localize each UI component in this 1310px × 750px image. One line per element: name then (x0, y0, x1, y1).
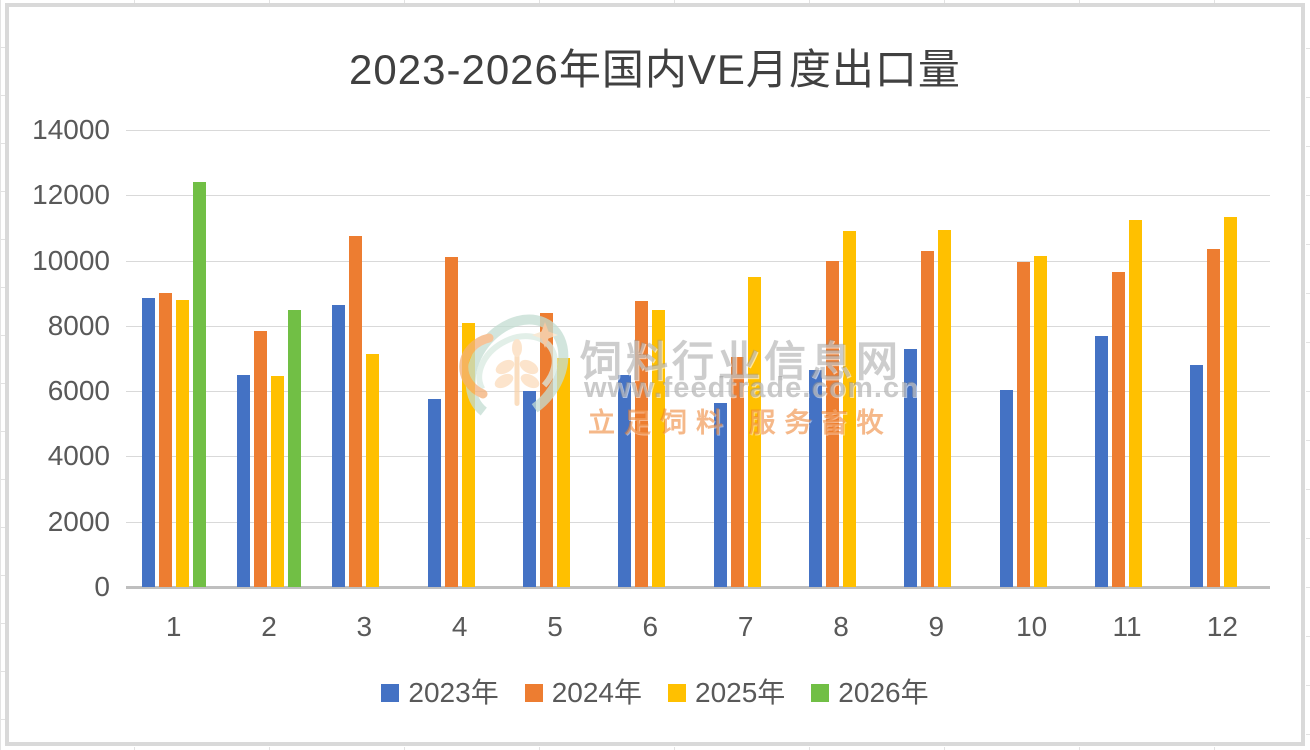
y-tick-label-14000: 14000 (32, 114, 110, 145)
x-tick-label-9: 9 (928, 611, 945, 642)
bar-2025-month-11 (1129, 220, 1142, 587)
bar-2025-month-2 (271, 376, 284, 587)
bar-2024-month-9 (921, 251, 934, 587)
bar-2023-month-3 (332, 305, 345, 587)
bar-2023-month-4 (428, 399, 441, 587)
y-tick-label-12000: 12000 (32, 179, 110, 211)
bar-2023-month-8 (809, 370, 822, 587)
legend-item-2023: 2023年 (381, 677, 499, 708)
bar-2025-month-10 (1034, 256, 1047, 587)
x-tick-label-11: 11 (1112, 611, 1142, 642)
x-tick-label-8: 8 (833, 611, 849, 642)
bar-2023-month-7 (714, 403, 727, 587)
bar-2025-month-1 (176, 300, 189, 587)
x-tick-label-5: 5 (547, 611, 563, 642)
spreadsheet-gridlines-right (1306, 0, 1310, 750)
spreadsheet-gridlines-bottom (0, 747, 1310, 750)
x-tick-label-6: 6 (642, 611, 659, 642)
legend-label-2025: 2025年 (695, 677, 786, 708)
bar-2023-month-5 (523, 391, 536, 587)
bar-2025-month-6 (652, 310, 665, 587)
x-tick-label-12: 12 (1206, 611, 1238, 642)
y-tick-label-6000: 6000 (47, 375, 110, 407)
legend-item-2025: 2025年 (668, 678, 785, 708)
y-tick-label-4000: 4000 (47, 440, 110, 472)
bar-2023-month-1 (142, 298, 155, 587)
bar-2026-month-1 (193, 182, 206, 587)
x-tick-label-4: 4 (451, 611, 468, 642)
bar-2025-month-5 (557, 358, 570, 587)
y-tick-label-8000: 8000 (47, 309, 110, 341)
x-tick-label-7: 7 (737, 611, 754, 642)
legend-swatch-2024 (524, 684, 543, 702)
y-tick-label-2000: 2000 (47, 505, 110, 537)
gridline-2000 (126, 521, 1270, 523)
y-tick-label-10000: 10000 (32, 244, 110, 276)
x-tick-label-10: 10 (1016, 611, 1048, 642)
bar-2026-month-2 (288, 310, 301, 587)
legend-swatch-2025 (668, 684, 686, 702)
gridline-10000 (126, 260, 1270, 262)
bar-2025-month-12 (1224, 217, 1237, 587)
bar-2024-month-12 (1207, 249, 1220, 587)
legend-item-2024: 2024年 (524, 677, 642, 708)
gridline-6000 (126, 391, 1270, 393)
bar-2024-month-7 (731, 357, 744, 587)
chart-frame (5, 3, 1305, 746)
bar-2024-month-4 (445, 257, 458, 587)
legend-label-2026: 2026年 (838, 677, 929, 708)
bar-2024-month-11 (1112, 272, 1125, 587)
x-tick-label-2: 2 (261, 611, 277, 642)
bar-2025-month-9 (938, 230, 951, 587)
bar-2024-month-3 (349, 236, 362, 587)
bar-2023-month-12 (1190, 365, 1203, 587)
spreadsheet-gridlines-left (0, 0, 6, 750)
bar-2023-month-2 (237, 375, 250, 587)
legend-label-2024: 2024年 (551, 677, 642, 708)
bar-2025-month-3 (366, 354, 379, 587)
chart-title: 2023-2026年国内VE月度出口量 (349, 46, 961, 93)
legend-item-2026: 2026年 (811, 677, 929, 708)
bar-2023-month-11 (1095, 336, 1108, 587)
bar-2023-month-6 (618, 375, 631, 587)
bar-2024-month-8 (826, 261, 839, 587)
legend-swatch-2023 (381, 684, 400, 702)
gridline-14000 (126, 130, 1270, 131)
bar-2023-month-9 (904, 349, 917, 587)
bar-2023-month-10 (1000, 390, 1013, 587)
gridline-4000 (126, 456, 1270, 458)
spreadsheet-gridlines-top (0, 0, 1310, 3)
gridline-8000 (126, 325, 1270, 327)
legend-label-2023: 2023年 (408, 677, 499, 708)
bar-2024-month-5 (540, 313, 553, 587)
legend: 2023年 2024年 2025年 2026年 (0, 678, 1310, 708)
gridline-12000 (126, 195, 1270, 197)
bar-2024-month-10 (1017, 262, 1030, 587)
y-tick-label-0: 0 (94, 571, 110, 602)
x-axis-line (126, 586, 1270, 589)
x-tick-label-3: 3 (356, 611, 373, 642)
bar-2024-month-1 (159, 293, 172, 587)
bar-2024-month-2 (254, 331, 267, 587)
x-tick-label-1: 1 (165, 611, 182, 642)
bar-2025-month-7 (748, 277, 761, 587)
bar-2025-month-4 (462, 323, 475, 587)
bar-2025-month-8 (843, 231, 856, 587)
bar-2024-month-6 (635, 301, 648, 587)
legend-swatch-2026 (811, 684, 830, 702)
